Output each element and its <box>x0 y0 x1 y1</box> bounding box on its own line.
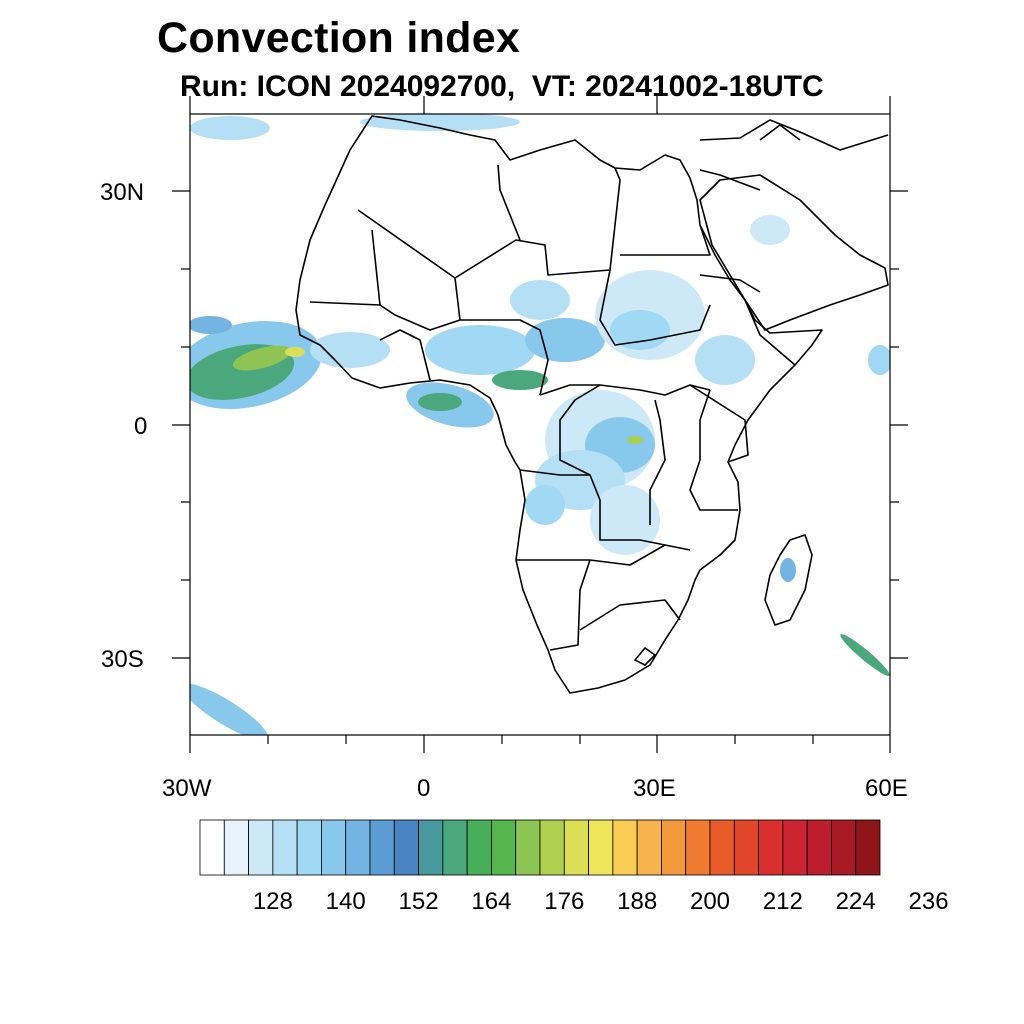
colorbar-label: 164 <box>471 888 512 915</box>
colorbar-swatch <box>418 819 444 876</box>
colorbar-label: 176 <box>544 888 585 915</box>
colorbar-swatch <box>806 819 832 876</box>
lat-label-30n: 30N <box>100 179 145 206</box>
coastlines-borders <box>295 115 889 694</box>
colorbar-label: 128 <box>252 888 293 915</box>
colorbar-swatch <box>636 819 662 876</box>
colorbar-swatch <box>733 819 759 876</box>
colorbar-swatch <box>491 819 517 876</box>
colorbar-swatch <box>758 819 784 876</box>
lon-label-30e: 30E <box>633 775 676 802</box>
colorbar-label: 140 <box>325 888 366 915</box>
colorbar <box>199 819 881 876</box>
colorbar-swatch <box>442 819 468 876</box>
colorbar-swatch <box>199 819 225 876</box>
lon-label-60e: 60E <box>865 775 908 802</box>
colorbar-label: 224 <box>835 888 876 915</box>
colorbar-swatch <box>515 819 541 876</box>
colorbar-label: 212 <box>762 888 803 915</box>
arabia-coastline <box>699 174 889 331</box>
colorbar-swatch <box>782 819 808 876</box>
colorbar-swatch <box>466 819 492 876</box>
chart-title: Convection index <box>157 14 521 62</box>
convection-field <box>190 114 890 735</box>
colorbar-swatch <box>685 819 711 876</box>
lon-label-30w: 30W <box>162 775 212 802</box>
run-subtitle: Run: ICON 2024092700, VT: 20241002-18UTC <box>180 70 824 103</box>
lon-label-0: 0 <box>417 775 431 802</box>
colorbar-label: 152 <box>398 888 439 915</box>
colorbar-swatch <box>272 819 298 876</box>
colorbar-swatch <box>831 819 857 876</box>
colorbar-label: 236 <box>908 888 949 915</box>
madagascar-coastline <box>764 534 813 626</box>
colorbar-swatch <box>321 819 347 876</box>
colorbar-swatch <box>393 819 419 876</box>
lat-label-0: 0 <box>134 413 148 440</box>
colorbar-swatch <box>296 819 322 876</box>
colorbar-swatch <box>223 819 249 876</box>
colorbar-label: 200 <box>689 888 731 915</box>
colorbar-swatch <box>612 819 638 876</box>
colorbar-swatch <box>563 819 589 876</box>
colorbar-swatch <box>709 819 735 876</box>
colorbar-swatch <box>248 819 274 876</box>
map-background <box>190 114 890 735</box>
axis-ticks <box>172 96 908 753</box>
colorbar-swatch <box>369 819 395 876</box>
colorbar-swatch <box>539 819 565 876</box>
colorbar-swatch <box>345 819 371 876</box>
colorbar-label: 188 <box>617 888 658 915</box>
colorbar-swatch <box>588 819 614 876</box>
colorbar-swatch <box>855 819 881 876</box>
lat-label-30s: 30S <box>101 646 144 673</box>
africa-coastline <box>295 115 823 694</box>
colorbar-swatch <box>661 819 687 876</box>
